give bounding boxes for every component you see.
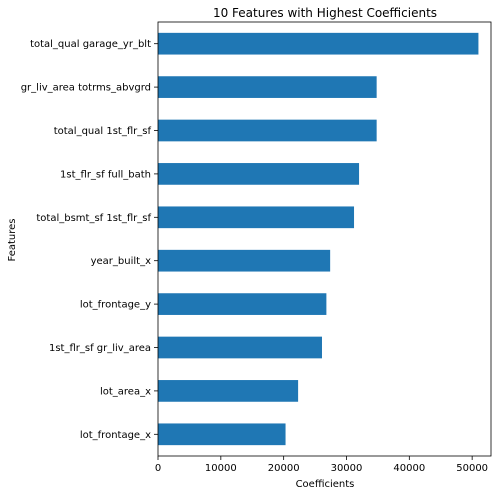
x-tick-label: 40000 bbox=[393, 463, 425, 474]
y-tick-label: total_bsmt_sf 1st_flr_sf bbox=[36, 213, 151, 224]
bar bbox=[158, 380, 299, 402]
bar bbox=[158, 336, 322, 359]
y-tick-label: 1st_flr_sf full_bath bbox=[60, 169, 151, 180]
bar bbox=[158, 249, 331, 272]
bar bbox=[158, 76, 377, 98]
bar bbox=[158, 32, 479, 55]
y-tick-label: total_qual garage_yr_blt bbox=[30, 39, 151, 50]
bar bbox=[158, 119, 377, 142]
y-tick-label: total_qual 1st_flr_sf bbox=[54, 126, 152, 137]
y-tick-label: lot_frontage_x bbox=[80, 430, 151, 441]
y-tick-label: year_built_x bbox=[91, 256, 151, 267]
x-tick-label: 10000 bbox=[205, 463, 237, 474]
x-tick-group: 0 10000 20000 30000 40000 50000 bbox=[155, 456, 488, 474]
chart-title: 10 Features with Highest Coefficients bbox=[213, 6, 437, 20]
x-tick-label: 50000 bbox=[456, 463, 488, 474]
bar bbox=[158, 206, 355, 229]
bar bbox=[158, 423, 286, 446]
bars-group bbox=[158, 32, 479, 446]
x-tick-label: 30000 bbox=[331, 463, 363, 474]
plot-frame bbox=[157, 21, 492, 457]
y-tick-label: gr_liv_area totrms_abvgrd bbox=[21, 83, 151, 94]
y-tick-label: lot_area_x bbox=[100, 386, 151, 397]
bar bbox=[158, 163, 360, 185]
x-axis-label: Coefficients bbox=[296, 479, 355, 490]
y-tick-label: lot_frontage_y bbox=[80, 300, 151, 311]
x-tick-label: 0 bbox=[155, 463, 161, 474]
y-tick-group: total_qual garage_yr_blt gr_liv_area totr… bbox=[21, 39, 158, 441]
y-axis-label: Features bbox=[7, 219, 18, 262]
bar bbox=[158, 293, 327, 315]
y-tick-label: 1st_flr_sf gr_liv_area bbox=[49, 343, 151, 354]
x-tick-label: 20000 bbox=[268, 463, 300, 474]
